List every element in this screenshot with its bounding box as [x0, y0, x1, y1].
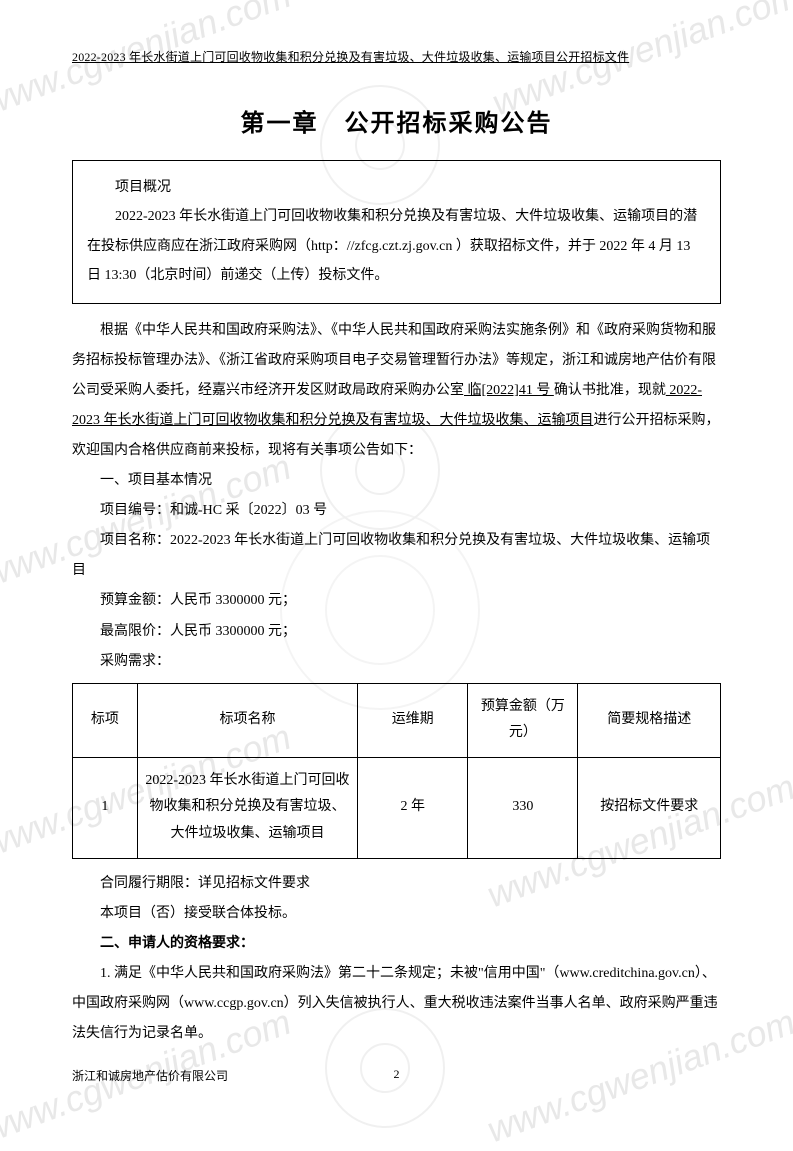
page-number: 2 — [394, 1067, 400, 1082]
chapter-title: 第一章 公开招标采购公告 — [72, 103, 721, 138]
contract-period: 合同履行期限：详见招标文件要求 — [72, 869, 721, 899]
table-header: 标项名称 — [137, 683, 357, 757]
project-number: 项目编号：和诚-HC 采〔2022〕03 号 — [72, 496, 721, 526]
table-header: 预算金额（万元） — [468, 683, 578, 757]
table-header: 运维期 — [358, 683, 468, 757]
text-underline: 临[2022]41 号 — [464, 383, 554, 398]
consortium-note: 本项目（否）接受联合体投标。 — [72, 899, 721, 929]
section-1-title: 一、项目基本情况 — [72, 466, 721, 496]
page-header: 2022-2023 年长水街道上门可回收物收集和积分兑换及有害垃圾、大件垃圾收集… — [72, 48, 721, 65]
table-header-row: 标项 标项名称 运维期 预算金额（万元） 简要规格描述 — [73, 683, 721, 757]
overview-box: 项目概况 2022-2023 年长水街道上门可回收物收集和积分兑换及有害垃圾、大… — [72, 160, 721, 304]
section-2-title: 二、申请人的资格要求： — [72, 929, 721, 959]
table-header: 标项 — [73, 683, 138, 757]
max-price: 最高限价：人民币 3300000 元； — [72, 617, 721, 647]
table-cell: 1 — [73, 757, 138, 858]
requirements-table: 标项 标项名称 运维期 预算金额（万元） 简要规格描述 1 2022-2023 … — [72, 683, 721, 859]
table-cell: 2022-2023 年长水街道上门可回收物收集和积分兑换及有害垃圾、大件垃圾收集… — [137, 757, 357, 858]
procurement-demand: 采购需求： — [72, 647, 721, 677]
intro-paragraph: 根据《中华人民共和国政府采购法》、《中华人民共和国政府采购法实施条例》和《政府采… — [72, 316, 721, 466]
table-row: 1 2022-2023 年长水街道上门可回收物收集和积分兑换及有害垃圾、大件垃圾… — [73, 757, 721, 858]
footer-company: 浙江和诚房地产估价有限公司 — [72, 1067, 228, 1084]
table-cell: 按招标文件要求 — [578, 757, 721, 858]
overview-paragraph: 2022-2023 年长水街道上门可回收物收集和积分兑换及有害垃圾、大件垃圾收集… — [87, 202, 706, 290]
page-footer: 浙江和诚房地产估价有限公司 2 — [72, 1067, 721, 1084]
project-name: 项目名称：2022-2023 年长水街道上门可回收物收集和积分兑换及有害垃圾、大… — [72, 526, 721, 586]
budget-amount: 预算金额：人民币 3300000 元； — [72, 586, 721, 616]
table-cell: 330 — [468, 757, 578, 858]
table-header: 简要规格描述 — [578, 683, 721, 757]
table-cell: 2 年 — [358, 757, 468, 858]
overview-title: 项目概况 — [87, 173, 706, 202]
requirement-1: 1. 满足《中华人民共和国政府采购法》第二十二条规定；未被"信用中国"（www.… — [72, 959, 721, 1049]
text-segment: 确认书批准，现就 — [554, 383, 666, 398]
